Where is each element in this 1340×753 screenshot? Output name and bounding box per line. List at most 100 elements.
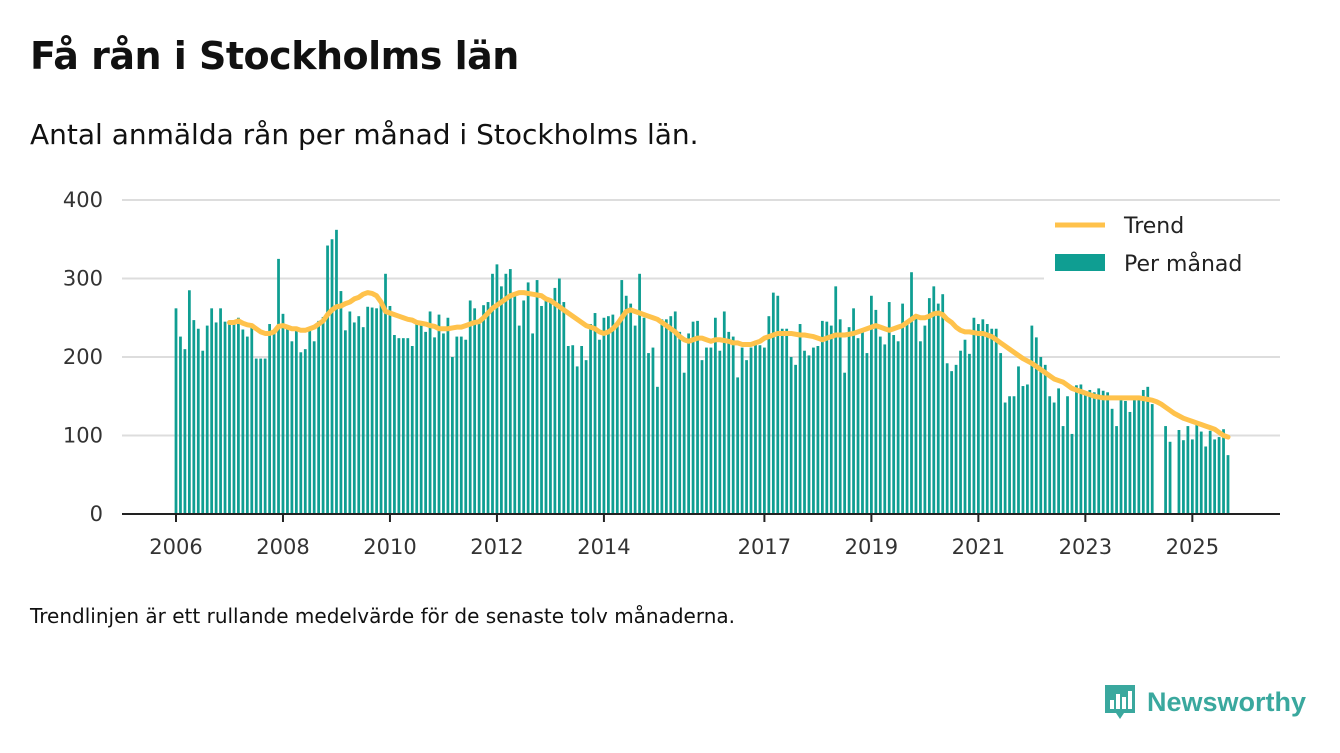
bar — [656, 386, 659, 514]
bar — [660, 319, 664, 514]
bar — [473, 308, 477, 514]
bar — [237, 317, 240, 514]
bar — [923, 325, 927, 514]
bar — [713, 317, 717, 514]
bar — [232, 321, 236, 514]
bar — [927, 298, 931, 515]
bar — [419, 325, 423, 514]
bar — [602, 317, 606, 514]
bar — [522, 300, 526, 514]
y-tick-label: 200 — [63, 345, 103, 369]
bar — [468, 300, 472, 514]
bar — [1066, 396, 1069, 514]
bar — [1119, 396, 1123, 514]
bar — [878, 336, 882, 514]
bar — [718, 350, 722, 514]
bar — [366, 306, 370, 514]
x-tick-label: 2012 — [470, 535, 523, 559]
bar — [1052, 402, 1056, 514]
bar — [785, 328, 789, 514]
bar — [990, 328, 994, 514]
x-tick-label: 2019 — [845, 535, 898, 559]
x-tick-label: 2008 — [256, 535, 309, 559]
bar — [1204, 446, 1208, 514]
bars-per-month — [174, 229, 1230, 515]
bar — [624, 295, 628, 514]
bar — [945, 363, 949, 514]
bar — [575, 366, 579, 514]
bar — [1226, 455, 1230, 515]
bar — [553, 287, 557, 514]
bar — [852, 308, 855, 514]
bar — [312, 341, 316, 514]
bar — [696, 320, 699, 514]
bar — [1083, 394, 1087, 514]
bar — [932, 286, 936, 514]
bar — [829, 325, 833, 514]
bar — [798, 324, 802, 514]
bar — [375, 308, 378, 514]
bar — [838, 319, 842, 514]
bar — [1217, 437, 1221, 514]
bar — [245, 336, 249, 514]
bar — [1048, 396, 1052, 514]
bar — [268, 324, 271, 514]
bar — [192, 320, 196, 514]
bar — [584, 360, 588, 514]
legend-trend-label: Trend — [1123, 214, 1184, 239]
bar — [807, 355, 811, 514]
y-tick-label: 0 — [90, 502, 103, 526]
bar — [219, 308, 222, 514]
bar — [789, 357, 793, 514]
bar — [816, 346, 820, 514]
bar — [361, 327, 365, 514]
brand-name: Newsworthy — [1147, 686, 1307, 717]
bar — [919, 341, 922, 514]
bar — [794, 364, 797, 514]
bar — [1222, 429, 1225, 514]
bar — [589, 324, 592, 514]
bar — [397, 338, 401, 514]
bar — [598, 339, 601, 514]
bar — [508, 269, 512, 514]
bar — [1137, 396, 1141, 514]
bar — [450, 357, 454, 514]
bar — [776, 295, 780, 514]
bar — [1195, 424, 1199, 514]
x-tick-label: 2017 — [738, 535, 791, 559]
x-tick-label: 2010 — [363, 535, 416, 559]
bar — [1146, 386, 1150, 514]
bar — [486, 302, 490, 514]
bar — [571, 345, 575, 514]
bar — [517, 325, 521, 514]
bar — [544, 297, 548, 514]
bar — [281, 313, 285, 514]
bar — [870, 295, 873, 514]
bar — [611, 314, 615, 514]
bar — [892, 335, 896, 514]
bar — [972, 317, 976, 514]
bar — [678, 331, 682, 514]
bar — [1088, 389, 1092, 514]
y-tick-label: 300 — [63, 267, 103, 291]
bar — [379, 302, 383, 514]
bar — [763, 347, 766, 514]
bar — [727, 331, 731, 514]
bar — [1092, 392, 1096, 514]
bar — [348, 311, 352, 514]
bar — [700, 360, 704, 514]
bar — [566, 346, 570, 514]
bar — [1213, 439, 1217, 514]
bar — [1110, 408, 1114, 514]
bar — [1208, 430, 1212, 514]
bar — [277, 258, 280, 515]
bar — [950, 371, 954, 514]
bar — [1168, 441, 1172, 514]
bar — [495, 264, 499, 514]
bar — [673, 311, 677, 514]
bar — [767, 316, 771, 514]
bar — [959, 350, 962, 514]
bar — [504, 273, 508, 514]
bar — [1182, 440, 1185, 514]
